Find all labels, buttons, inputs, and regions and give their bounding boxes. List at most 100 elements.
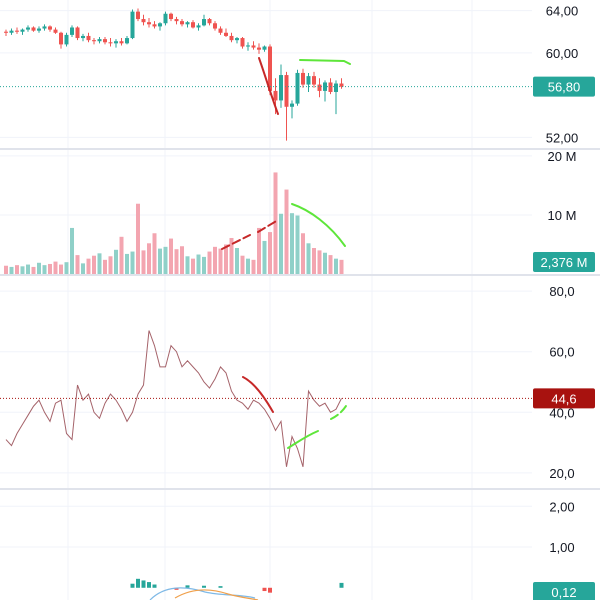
volume-bar[interactable] [59,264,63,274]
volume-bar[interactable] [136,203,140,274]
volume-bar[interactable] [103,259,107,274]
volume-bar[interactable] [312,248,316,274]
candle[interactable] [125,35,129,45]
candle[interactable] [9,28,14,35]
annotation-rsi-green-1[interactable] [287,430,319,449]
candle[interactable] [147,17,151,28]
volume-bar[interactable] [273,172,278,274]
candle[interactable] [328,78,333,95]
macd-histogram-bar[interactable] [141,580,146,588]
volume-bar[interactable] [191,258,195,274]
candle[interactable] [169,12,173,22]
candle[interactable] [86,32,91,43]
candle[interactable] [301,68,305,88]
volume-bar[interactable] [202,256,206,274]
candle[interactable] [42,24,47,31]
volume-bar[interactable] [317,250,322,274]
rsi-pane[interactable] [0,330,532,467]
volume-bar[interactable] [53,261,58,274]
candle[interactable] [26,25,30,32]
macd-histogram-bar[interactable] [185,585,190,588]
macd-histogram-bar[interactable] [136,578,140,588]
volume-bar[interactable] [4,265,8,274]
volume-bar[interactable] [224,244,228,274]
candle[interactable] [141,14,146,26]
candle[interactable] [75,26,80,41]
candle[interactable] [213,21,217,31]
annotation-rsi-red[interactable] [242,376,274,413]
volume-bar[interactable] [323,252,327,274]
candle[interactable] [53,27,58,34]
candle[interactable] [70,25,74,37]
macd-histogram-bar[interactable] [130,583,135,588]
volume-bar[interactable] [180,246,184,274]
candle[interactable] [136,8,140,22]
volume-bar[interactable] [48,263,52,274]
macd-badge[interactable] [533,582,595,600]
candle[interactable] [4,29,8,36]
volume-bar[interactable] [31,266,36,274]
volume-bar[interactable] [9,266,14,274]
drawn-annotations[interactable] [221,57,351,449]
volume-bar[interactable] [207,251,212,274]
candle[interactable] [262,45,267,52]
candle[interactable] [229,32,234,43]
candle[interactable] [295,69,300,106]
volume-bar[interactable] [246,258,250,274]
volume-bar[interactable] [152,233,157,274]
macd-signal-line[interactable] [149,587,256,600]
candle[interactable] [334,80,338,115]
rsi-line[interactable] [5,330,342,467]
candle[interactable] [323,80,327,102]
candle[interactable] [114,39,118,48]
annotation-price-red[interactable] [258,57,279,115]
volume-bar[interactable] [328,255,333,274]
annotation-price-green[interactable] [299,59,351,65]
volume-bar[interactable] [158,248,162,274]
volume-bar[interactable] [130,251,135,274]
candle[interactable] [81,33,85,42]
volume-bar[interactable] [196,254,201,274]
volume-bar[interactable] [169,238,173,274]
volume-bar[interactable] [70,227,74,274]
last-price-badge[interactable] [533,76,595,97]
volume-bar[interactable] [92,255,96,274]
volume-bar[interactable] [290,213,294,274]
volume-bar[interactable] [15,265,19,274]
candle[interactable] [97,37,102,44]
volume-bar[interactable] [229,237,234,274]
volume-bar[interactable] [185,256,190,274]
candle[interactable] [20,28,25,35]
volume-bar[interactable] [306,243,311,274]
candle[interactable] [108,38,113,47]
candle[interactable] [196,23,201,31]
volume-bar[interactable] [334,258,338,274]
volume-bar[interactable] [42,265,47,274]
candle[interactable] [15,27,19,34]
volume-bar[interactable] [218,248,223,274]
macd-histogram-bar[interactable] [202,585,206,588]
volume-bar[interactable] [339,259,344,274]
macd-histogram-bar[interactable] [268,587,272,593]
annotation-volume-red-2[interactable] [257,219,279,233]
candle[interactable] [130,9,135,40]
candle[interactable] [37,26,41,33]
volume-bar[interactable] [257,227,261,274]
volume-bar[interactable] [295,215,300,274]
candle[interactable] [119,38,124,46]
candle[interactable] [152,21,157,29]
volume-bar[interactable] [301,233,305,274]
volume-bar[interactable] [75,255,80,274]
annotation-volume-red-1[interactable] [221,234,251,250]
candle[interactable] [339,78,344,89]
volume-bar[interactable] [279,213,283,274]
volume-bar[interactable] [119,236,124,274]
volume-bar[interactable] [108,256,113,274]
candle[interactable] [317,78,322,98]
candle[interactable] [235,37,239,44]
volume-bar[interactable] [251,259,256,274]
candle[interactable] [103,37,107,45]
candle[interactable] [174,16,179,25]
candle[interactable] [48,25,52,32]
